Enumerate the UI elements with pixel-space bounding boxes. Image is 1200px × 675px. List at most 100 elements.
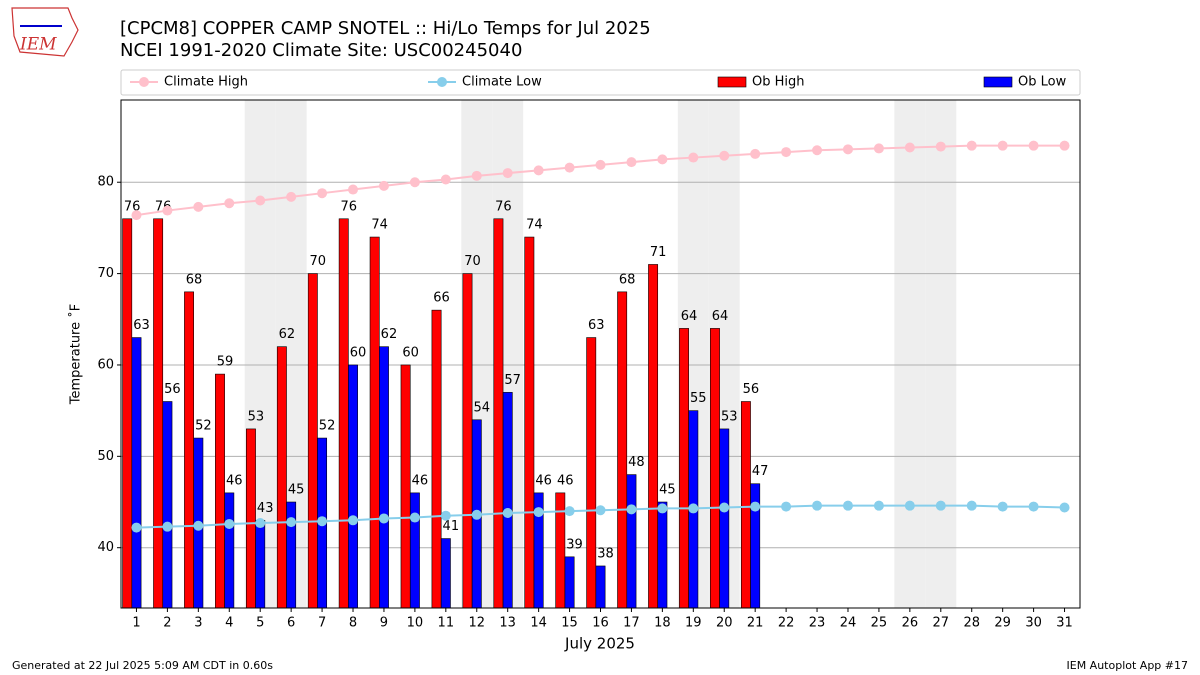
bar xyxy=(153,218,164,609)
point xyxy=(935,500,946,511)
x-tick-label: 23 xyxy=(809,616,826,631)
data-label: 41 xyxy=(443,519,460,534)
x-tick-label: 3 xyxy=(194,616,202,631)
chart-subtitle: NCEI 1991-2020 Climate Site: USC00245040 xyxy=(120,40,522,61)
point xyxy=(131,522,142,533)
data-label: 45 xyxy=(288,483,305,498)
data-label: 46 xyxy=(412,473,429,488)
bar xyxy=(595,565,606,609)
point xyxy=(904,500,915,511)
point xyxy=(781,501,792,512)
bar xyxy=(348,364,358,609)
x-tick-label: 8 xyxy=(349,616,357,631)
legend-label: Ob Low xyxy=(1018,75,1067,90)
legend-marker xyxy=(437,77,447,87)
point xyxy=(626,157,637,168)
point xyxy=(378,513,389,524)
point xyxy=(440,174,451,185)
x-tick-label: 14 xyxy=(530,616,547,631)
plot-frame xyxy=(120,99,1081,609)
point xyxy=(812,145,823,156)
point xyxy=(1028,140,1039,151)
bar xyxy=(657,501,668,609)
legend-label: Ob High xyxy=(752,75,805,90)
footer-right: IEM Autoplot App #17 xyxy=(1067,659,1189,672)
x-tick-label: 26 xyxy=(902,616,919,631)
data-label: 70 xyxy=(310,254,327,269)
x-tick-label: 16 xyxy=(592,616,609,631)
point xyxy=(131,210,142,221)
data-label: 52 xyxy=(319,419,336,434)
bar xyxy=(740,401,751,609)
data-label: 47 xyxy=(752,464,769,479)
x-tick-label: 21 xyxy=(747,616,764,631)
point xyxy=(750,501,761,512)
data-label: 55 xyxy=(690,391,707,406)
point xyxy=(286,517,297,528)
point xyxy=(657,154,668,165)
data-label: 52 xyxy=(195,419,212,434)
point xyxy=(317,188,328,199)
x-tick-label: 12 xyxy=(468,616,485,631)
data-label: 39 xyxy=(566,537,583,552)
x-tick-label: 28 xyxy=(963,616,980,631)
data-label: 59 xyxy=(217,355,234,370)
weekend-band xyxy=(925,100,957,608)
x-tick-label: 30 xyxy=(1025,616,1042,631)
x-tick-label: 29 xyxy=(994,616,1011,631)
data-label: 74 xyxy=(371,218,388,233)
data-label: 43 xyxy=(257,501,274,516)
point xyxy=(997,501,1008,512)
x-tick-label: 11 xyxy=(438,616,455,631)
data-label: 46 xyxy=(535,473,552,488)
bar xyxy=(564,556,575,609)
point xyxy=(348,515,359,526)
point xyxy=(471,509,482,520)
point xyxy=(564,506,575,517)
y-tick-label: 80 xyxy=(97,175,114,190)
x-tick-label: 6 xyxy=(287,616,295,631)
bar xyxy=(307,273,318,609)
point xyxy=(409,512,420,523)
bar xyxy=(338,218,349,609)
data-label: 68 xyxy=(619,272,636,287)
point xyxy=(595,505,606,516)
logo-outline xyxy=(11,7,79,57)
point xyxy=(873,143,884,154)
point xyxy=(533,507,544,518)
point xyxy=(719,502,730,513)
bar xyxy=(255,519,266,609)
bar xyxy=(626,474,637,609)
point xyxy=(533,165,544,176)
point xyxy=(595,159,606,170)
legend-swatch xyxy=(983,76,1013,88)
logo-text: IEM xyxy=(19,35,57,55)
bar xyxy=(224,492,235,609)
point xyxy=(781,147,792,158)
bar xyxy=(184,291,194,609)
data-label: 63 xyxy=(588,318,605,333)
y-tick-label: 60 xyxy=(97,357,114,372)
bar xyxy=(493,218,504,609)
data-label: 70 xyxy=(464,254,481,269)
bar xyxy=(122,218,133,609)
x-tick-label: 25 xyxy=(871,616,888,631)
bar xyxy=(462,273,473,609)
bar xyxy=(162,401,173,609)
point xyxy=(255,518,266,529)
data-label: 56 xyxy=(164,382,181,397)
point xyxy=(162,521,173,532)
data-label: 62 xyxy=(279,327,296,342)
point xyxy=(502,507,513,518)
bar xyxy=(409,492,420,609)
point xyxy=(255,195,266,206)
x-tick-label: 2 xyxy=(163,616,171,631)
y-tick-label: 40 xyxy=(97,540,114,555)
data-label: 46 xyxy=(557,473,574,488)
x-tick-label: 1 xyxy=(132,616,140,631)
point xyxy=(842,500,853,511)
point xyxy=(162,205,173,216)
bar xyxy=(369,236,380,609)
footer-left: Generated at 22 Jul 2025 5:09 AM CDT in … xyxy=(12,659,273,672)
x-tick-label: 19 xyxy=(685,616,702,631)
